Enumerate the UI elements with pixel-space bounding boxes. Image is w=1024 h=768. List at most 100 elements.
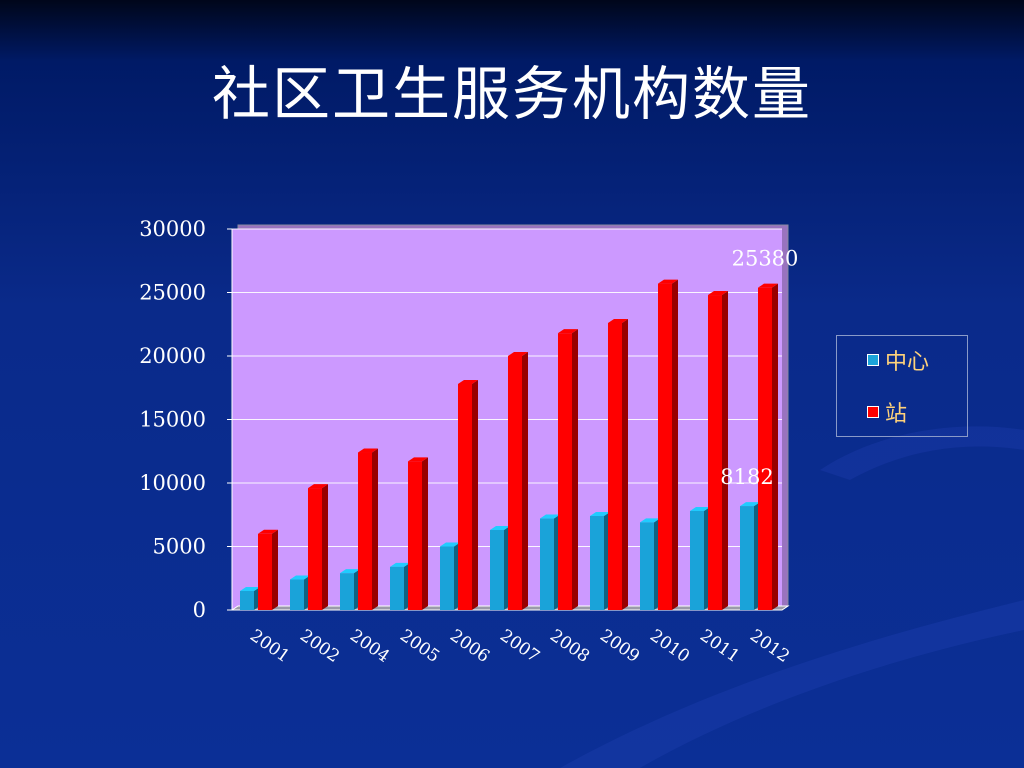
- bar-front: [558, 333, 572, 610]
- bar-side: [522, 352, 528, 610]
- legend-swatch-center: [867, 354, 879, 366]
- x-tick-label: 2001: [246, 626, 293, 667]
- bar-station-2006: [458, 379, 478, 610]
- bar-top: [690, 506, 710, 511]
- bar-top: [640, 518, 660, 523]
- bar-front: [740, 506, 754, 610]
- bar-top: [390, 562, 410, 567]
- bar-front: [340, 573, 354, 610]
- bar-top: [358, 448, 378, 453]
- legend-swatch-station: [867, 406, 879, 418]
- x-tick-label: 2011: [696, 626, 743, 667]
- bar-front: [258, 533, 272, 610]
- bar-front: [640, 522, 654, 610]
- bar-front: [458, 383, 472, 610]
- bar-top: [240, 586, 260, 591]
- bar-side: [722, 291, 728, 610]
- bar-side: [372, 448, 378, 610]
- y-tick-label: 25000: [139, 281, 206, 305]
- bar-top: [440, 542, 460, 547]
- x-tick-label: 2005: [396, 626, 443, 667]
- bar-top: [708, 291, 728, 296]
- bar-side: [422, 457, 428, 610]
- bar-center-2002: [290, 575, 310, 610]
- bar-station-2008: [558, 329, 578, 610]
- bar-side: [272, 529, 278, 610]
- bar-front: [490, 529, 504, 610]
- x-tick-label: 2012: [746, 626, 793, 667]
- bar-station-2005: [408, 457, 428, 610]
- bar-top: [540, 514, 560, 519]
- bar-center-2001: [240, 586, 260, 610]
- legend-label-center: 中心: [885, 350, 930, 375]
- bar-center-2011: [690, 506, 710, 610]
- bar-side: [672, 279, 678, 610]
- bar-top: [758, 283, 778, 288]
- bar-center-2009: [590, 512, 610, 610]
- bar-top: [290, 575, 310, 580]
- bar-side: [322, 484, 328, 610]
- x-tick-label: 2010: [646, 626, 693, 667]
- bar-top: [308, 484, 328, 489]
- y-tick-label: 5000: [153, 535, 206, 559]
- bar-station-2007: [508, 352, 528, 610]
- bar-side: [772, 283, 778, 610]
- bar-front: [408, 461, 422, 610]
- bar-front: [440, 546, 454, 610]
- bar-front: [390, 566, 404, 610]
- bar-center-2005: [390, 562, 410, 610]
- bar-front: [658, 283, 672, 610]
- bar-side: [472, 379, 478, 610]
- bar-top: [340, 569, 360, 574]
- bar-station-2004: [358, 448, 378, 610]
- bar-top: [408, 457, 428, 462]
- legend-label-station: 站: [885, 402, 908, 427]
- bar-front: [708, 295, 722, 610]
- bar-top: [558, 329, 578, 334]
- bar-station-2002: [308, 484, 328, 610]
- bar-front: [540, 518, 554, 610]
- bar-station-2001: [258, 529, 278, 610]
- bar-front: [308, 488, 322, 610]
- bar-top: [740, 502, 760, 507]
- bar-top: [608, 318, 628, 323]
- bar-front: [240, 590, 254, 610]
- bar-center-2006: [440, 542, 460, 610]
- slide-title: 社区卫生服务机构数量: [211, 60, 812, 128]
- y-tick-label: 30000: [139, 217, 206, 241]
- y-tick-label: 0: [193, 598, 206, 622]
- x-tick-label: 2004: [346, 626, 393, 667]
- bar-top: [458, 379, 478, 384]
- data-label: 8182: [720, 465, 773, 489]
- bar-center-2012: [740, 502, 760, 610]
- bar-side: [572, 329, 578, 610]
- y-tick-label: 15000: [139, 408, 206, 432]
- bar-front: [290, 579, 304, 610]
- bar-center-2004: [340, 569, 360, 610]
- bar-front: [358, 452, 372, 610]
- bar-front: [590, 516, 604, 610]
- x-tick-label: 2009: [596, 626, 643, 667]
- y-tick-label: 20000: [139, 344, 206, 368]
- bar-station-2009: [608, 318, 628, 610]
- bar-center-2007: [490, 525, 510, 610]
- x-tick-label: 2007: [496, 626, 543, 667]
- bar-front: [608, 322, 622, 610]
- legend-item-center: 中心: [867, 346, 930, 375]
- bar-center-2010: [640, 518, 660, 610]
- y-tick-label: 10000: [139, 471, 206, 495]
- chart-legend: 中心 站: [836, 335, 968, 437]
- x-tick-label: 2002: [296, 626, 343, 667]
- data-label: 25380: [732, 247, 799, 271]
- bar-station-2011: [708, 291, 728, 610]
- bar-center-2008: [540, 514, 560, 610]
- x-tick-label: 2006: [446, 626, 493, 667]
- bar-station-2012: [758, 283, 778, 610]
- bar-top: [490, 525, 510, 530]
- bar-front: [758, 287, 772, 610]
- bar-top: [258, 529, 278, 534]
- bar-side: [622, 318, 628, 610]
- legend-item-station: 站: [867, 398, 908, 427]
